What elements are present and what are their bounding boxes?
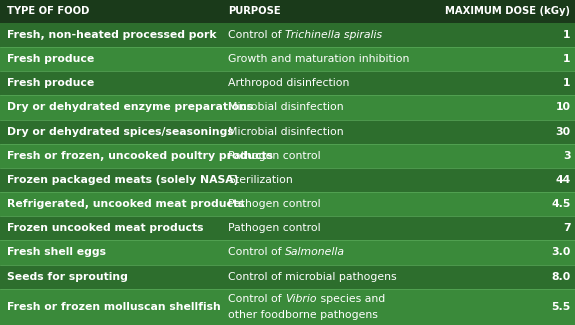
Bar xyxy=(0,144,575,168)
Text: Frozen uncooked meat products: Frozen uncooked meat products xyxy=(7,223,204,233)
Bar xyxy=(0,95,575,120)
Text: species and: species and xyxy=(317,294,385,304)
Bar xyxy=(0,120,575,144)
Text: 1: 1 xyxy=(563,54,570,64)
Text: 1: 1 xyxy=(563,78,570,88)
Text: Pathogen control: Pathogen control xyxy=(228,199,321,209)
Text: Control of microbial pathogens: Control of microbial pathogens xyxy=(228,272,397,282)
Text: 4.5: 4.5 xyxy=(551,199,570,209)
Text: Vibrio: Vibrio xyxy=(285,294,317,304)
Text: Sterilization: Sterilization xyxy=(228,175,293,185)
Bar xyxy=(0,240,575,265)
Text: Arthropod disinfection: Arthropod disinfection xyxy=(228,78,350,88)
Text: Pathogen control: Pathogen control xyxy=(228,151,321,161)
Text: Salmonella: Salmonella xyxy=(285,247,346,257)
Text: Fresh produce: Fresh produce xyxy=(7,54,94,64)
Text: 10: 10 xyxy=(555,102,570,112)
Text: PURPOSE: PURPOSE xyxy=(228,6,281,17)
Text: Seeds for sprouting: Seeds for sprouting xyxy=(7,272,128,282)
Text: 1: 1 xyxy=(563,30,570,40)
Text: 3: 3 xyxy=(563,151,570,161)
Bar xyxy=(0,23,575,47)
Text: Growth and maturation inhibition: Growth and maturation inhibition xyxy=(228,54,409,64)
Text: 7: 7 xyxy=(563,223,570,233)
Text: 30: 30 xyxy=(555,127,570,136)
Text: Refrigerated, uncooked meat products: Refrigerated, uncooked meat products xyxy=(7,199,244,209)
Text: Fresh or frozen molluscan shellfish: Fresh or frozen molluscan shellfish xyxy=(7,302,221,312)
Text: Dry or dehydrated enzyme preparations: Dry or dehydrated enzyme preparations xyxy=(7,102,253,112)
Text: 8.0: 8.0 xyxy=(551,272,570,282)
Text: 5.5: 5.5 xyxy=(551,302,570,312)
Text: 44: 44 xyxy=(555,175,570,185)
Text: Control of: Control of xyxy=(228,30,285,40)
Text: 3.0: 3.0 xyxy=(551,247,570,257)
Bar xyxy=(0,47,575,71)
Bar xyxy=(0,265,575,289)
Text: Frozen packaged meats (solely NASA): Frozen packaged meats (solely NASA) xyxy=(7,175,239,185)
Bar xyxy=(0,0,575,23)
Bar xyxy=(0,216,575,240)
Text: Trichinella spiralis: Trichinella spiralis xyxy=(285,30,382,40)
Text: Fresh produce: Fresh produce xyxy=(7,78,94,88)
Text: Fresh, non-heated processed pork: Fresh, non-heated processed pork xyxy=(7,30,216,40)
Bar xyxy=(0,71,575,95)
Text: Microbial disinfection: Microbial disinfection xyxy=(228,127,344,136)
Text: Dry or dehydrated spices/seasonings: Dry or dehydrated spices/seasonings xyxy=(7,127,233,136)
Bar xyxy=(0,168,575,192)
Text: Fresh or frozen, uncooked poultry products: Fresh or frozen, uncooked poultry produc… xyxy=(7,151,273,161)
Text: Microbial disinfection: Microbial disinfection xyxy=(228,102,344,112)
Text: Pathogen control: Pathogen control xyxy=(228,223,321,233)
Bar xyxy=(0,192,575,216)
Text: MAXIMUM DOSE (kGy): MAXIMUM DOSE (kGy) xyxy=(446,6,570,17)
Text: Fresh shell eggs: Fresh shell eggs xyxy=(7,247,106,257)
Bar xyxy=(0,289,575,325)
Text: Control of: Control of xyxy=(228,294,285,304)
Text: TYPE OF FOOD: TYPE OF FOOD xyxy=(7,6,89,17)
Text: other foodborne pathogens: other foodborne pathogens xyxy=(228,310,378,320)
Text: Control of: Control of xyxy=(228,247,285,257)
